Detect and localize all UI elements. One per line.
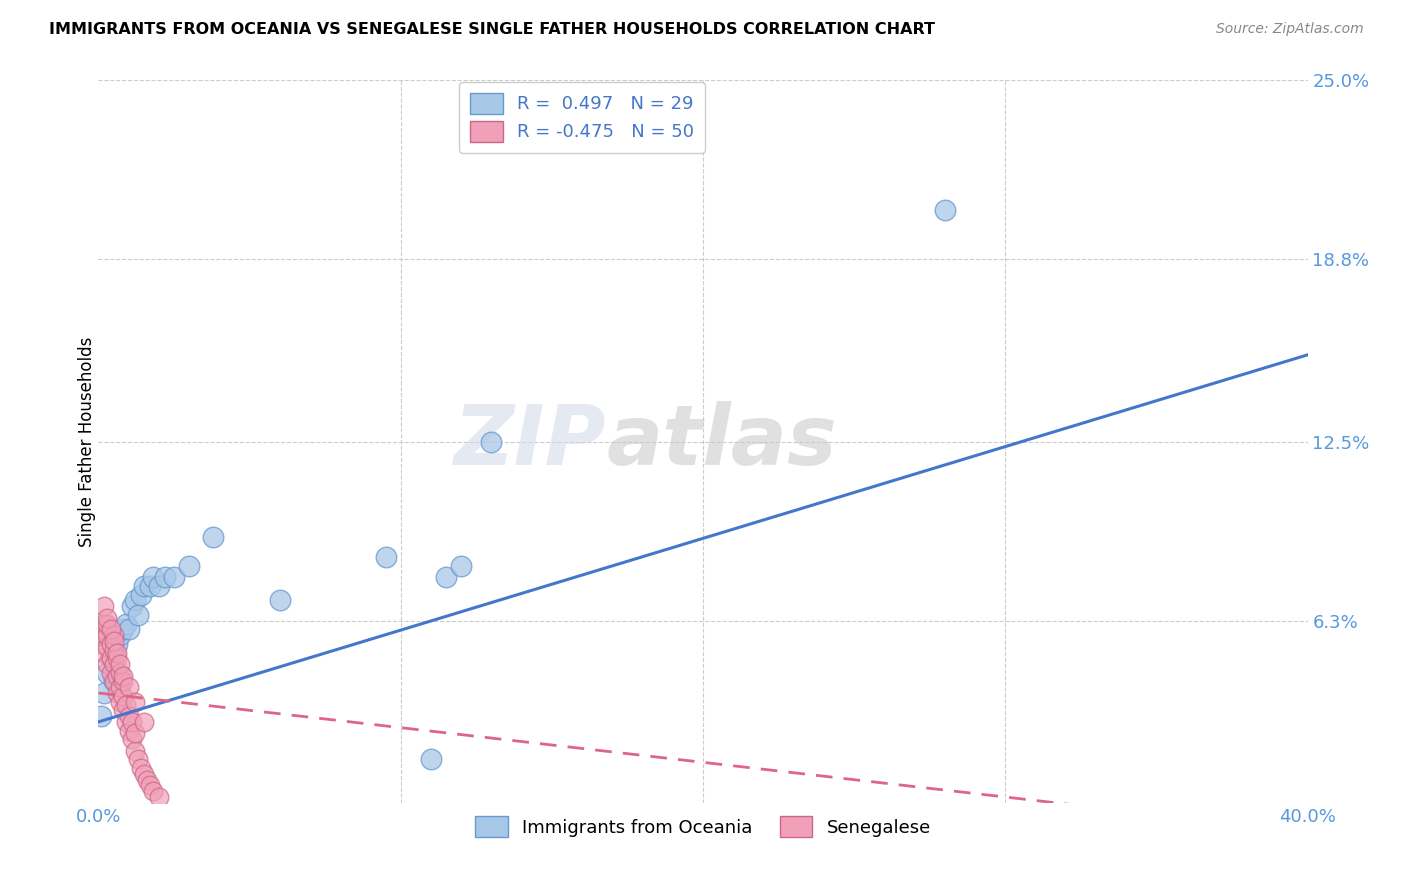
Point bbox=[129, 588, 152, 602]
Point bbox=[450, 558, 472, 573]
Point bbox=[105, 668, 128, 682]
Point bbox=[96, 611, 118, 625]
Point bbox=[100, 637, 122, 651]
Point bbox=[114, 714, 136, 729]
Point bbox=[100, 665, 122, 680]
Point bbox=[108, 680, 131, 694]
Point bbox=[96, 640, 118, 654]
Point bbox=[132, 767, 155, 781]
Point bbox=[269, 593, 291, 607]
Point bbox=[129, 761, 152, 775]
Point bbox=[93, 646, 115, 660]
Point bbox=[163, 570, 186, 584]
Point bbox=[100, 651, 122, 665]
Point bbox=[96, 657, 118, 671]
Point bbox=[118, 623, 141, 637]
Text: atlas: atlas bbox=[606, 401, 837, 482]
Point bbox=[108, 695, 131, 709]
Point bbox=[90, 637, 112, 651]
Point bbox=[103, 628, 125, 642]
Point bbox=[93, 628, 115, 642]
Text: ZIP: ZIP bbox=[454, 401, 606, 482]
Point bbox=[374, 550, 396, 565]
Point bbox=[118, 680, 141, 694]
Point bbox=[100, 623, 122, 637]
Point bbox=[90, 709, 112, 723]
Text: IMMIGRANTS FROM OCEANIA VS SENEGALESE SINGLE FATHER HOUSEHOLDS CORRELATION CHART: IMMIGRANTS FROM OCEANIA VS SENEGALESE SI… bbox=[49, 22, 935, 37]
Point bbox=[93, 599, 115, 614]
Point bbox=[179, 558, 201, 573]
Point bbox=[93, 616, 115, 631]
Point bbox=[202, 530, 225, 544]
Point bbox=[111, 668, 134, 682]
Point bbox=[105, 637, 128, 651]
Point bbox=[100, 651, 122, 665]
Point bbox=[111, 689, 134, 703]
Text: Source: ZipAtlas.com: Source: ZipAtlas.com bbox=[1216, 22, 1364, 37]
Point bbox=[103, 642, 125, 657]
Point bbox=[118, 709, 141, 723]
Point bbox=[105, 686, 128, 700]
Point bbox=[124, 744, 146, 758]
Point bbox=[135, 772, 157, 787]
Point bbox=[121, 714, 143, 729]
Point bbox=[90, 623, 112, 637]
Point bbox=[153, 570, 176, 584]
Point bbox=[111, 623, 134, 637]
Point bbox=[103, 634, 125, 648]
Point bbox=[105, 646, 128, 660]
Point bbox=[93, 686, 115, 700]
Point bbox=[103, 674, 125, 689]
Point bbox=[105, 651, 128, 665]
Point bbox=[96, 665, 118, 680]
Point bbox=[434, 570, 457, 584]
Point bbox=[114, 698, 136, 712]
Point bbox=[103, 657, 125, 671]
Point bbox=[111, 674, 134, 689]
Point bbox=[148, 579, 170, 593]
Point bbox=[118, 723, 141, 738]
Point bbox=[132, 714, 155, 729]
Y-axis label: Single Father Households: Single Father Households bbox=[79, 336, 96, 547]
Point bbox=[148, 790, 170, 805]
Point bbox=[124, 695, 146, 709]
Legend: Immigrants from Oceania, Senegalese: Immigrants from Oceania, Senegalese bbox=[468, 809, 938, 845]
Point bbox=[121, 599, 143, 614]
Point bbox=[96, 616, 118, 631]
Point bbox=[96, 628, 118, 642]
Point bbox=[139, 779, 162, 793]
Point bbox=[121, 732, 143, 747]
Point bbox=[124, 726, 146, 740]
Point bbox=[142, 784, 165, 798]
Point bbox=[111, 703, 134, 717]
Point bbox=[934, 203, 956, 218]
Point bbox=[127, 607, 149, 622]
Point bbox=[103, 674, 125, 689]
Point bbox=[124, 593, 146, 607]
Point bbox=[139, 579, 162, 593]
Point bbox=[114, 616, 136, 631]
Point bbox=[142, 570, 165, 584]
Point bbox=[108, 628, 131, 642]
Point bbox=[420, 752, 443, 766]
Point bbox=[127, 752, 149, 766]
Point bbox=[108, 657, 131, 671]
Point bbox=[132, 579, 155, 593]
Point bbox=[481, 434, 503, 449]
Point bbox=[108, 665, 131, 680]
